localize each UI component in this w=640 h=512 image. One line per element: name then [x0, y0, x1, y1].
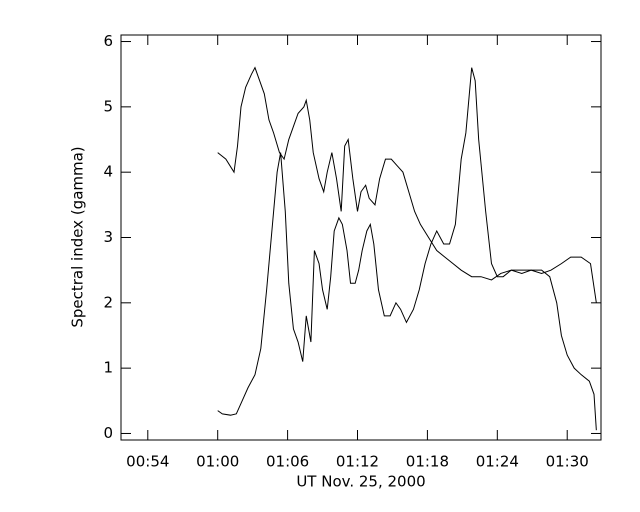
y-tick-label: 1: [103, 359, 113, 377]
data-line: [217, 66, 597, 431]
x-tick-label: 01:00: [196, 453, 239, 471]
x-tick-label: 01:30: [546, 453, 589, 471]
data-line: [217, 67, 597, 416]
x-tick-label: 01:06: [266, 453, 309, 471]
y-tick-label: 2: [103, 293, 113, 311]
plot-frame: [120, 34, 602, 441]
x-tick-label: 01:12: [336, 453, 379, 471]
y-axis-label: Spectral index (gamma): [69, 146, 87, 327]
x-tick-label: 01:18: [406, 453, 449, 471]
y-tick-label: 0: [103, 424, 113, 442]
y-tick-label: 5: [103, 97, 113, 115]
y-tick-label: 4: [103, 163, 113, 181]
x-axis-label: UT Nov. 25, 2000: [296, 473, 425, 491]
y-tick-label: 6: [103, 32, 113, 50]
y-tick-label: 3: [103, 228, 113, 246]
x-tick-label: 00:54: [126, 453, 169, 471]
x-tick-label: 01:24: [476, 453, 519, 471]
